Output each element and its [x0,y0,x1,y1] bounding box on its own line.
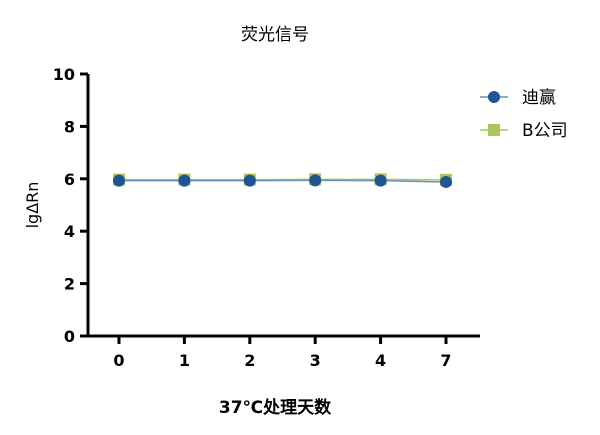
y-tick-label: 8 [64,117,75,136]
legend-circle-marker [488,91,500,103]
x-axis-label: 37℃处理天数 [219,397,332,418]
chart-title: 荧光信号 [241,25,309,45]
data-point-circle [374,174,387,187]
legend-label: 迪赢 [522,88,556,108]
y-tick-label: 10 [53,65,75,84]
x-tick-label: 1 [179,351,190,370]
y-tick-label: 6 [64,170,75,189]
x-tick-label: 4 [375,351,386,370]
y-tick-label: 4 [64,222,75,241]
y-tick-label: 0 [64,327,75,346]
data-point-circle [243,174,256,187]
x-tick-label: 3 [310,351,321,370]
x-tick-label: 2 [244,351,255,370]
legend-square-marker [488,124,500,136]
data-point-circle [440,175,452,188]
x-tick-label: 7 [440,351,451,370]
data-point-circle [178,174,191,187]
y-tick-label: 2 [64,275,75,294]
series-line [119,178,447,181]
x-tick-label: 0 [113,351,124,370]
series-line [119,179,447,183]
legend-label: B公司 [522,121,568,141]
data-point-circle [113,174,125,187]
data-point-circle [309,174,322,187]
y-axis-label: lgΔRn [23,182,42,229]
